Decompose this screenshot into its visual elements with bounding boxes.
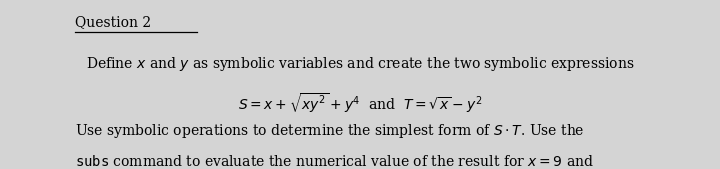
Text: Use symbolic operations to determine the simplest form of $S \cdot T$. Use the: Use symbolic operations to determine the… [75, 122, 585, 140]
Text: $\mathtt{subs}$ command to evaluate the numerical value of the result for $x = 9: $\mathtt{subs}$ command to evaluate the … [75, 154, 594, 169]
Text: $S = x + \sqrt{xy^2} + y^4$  and  $T = \sqrt{x} - y^2$: $S = x + \sqrt{xy^2} + y^4$ and $T = \sq… [238, 91, 482, 115]
Text: Question 2: Question 2 [75, 15, 151, 29]
Text: Define $x$ and $y$ as symbolic variables and create the two symbolic expressions: Define $x$ and $y$ as symbolic variables… [86, 55, 634, 73]
